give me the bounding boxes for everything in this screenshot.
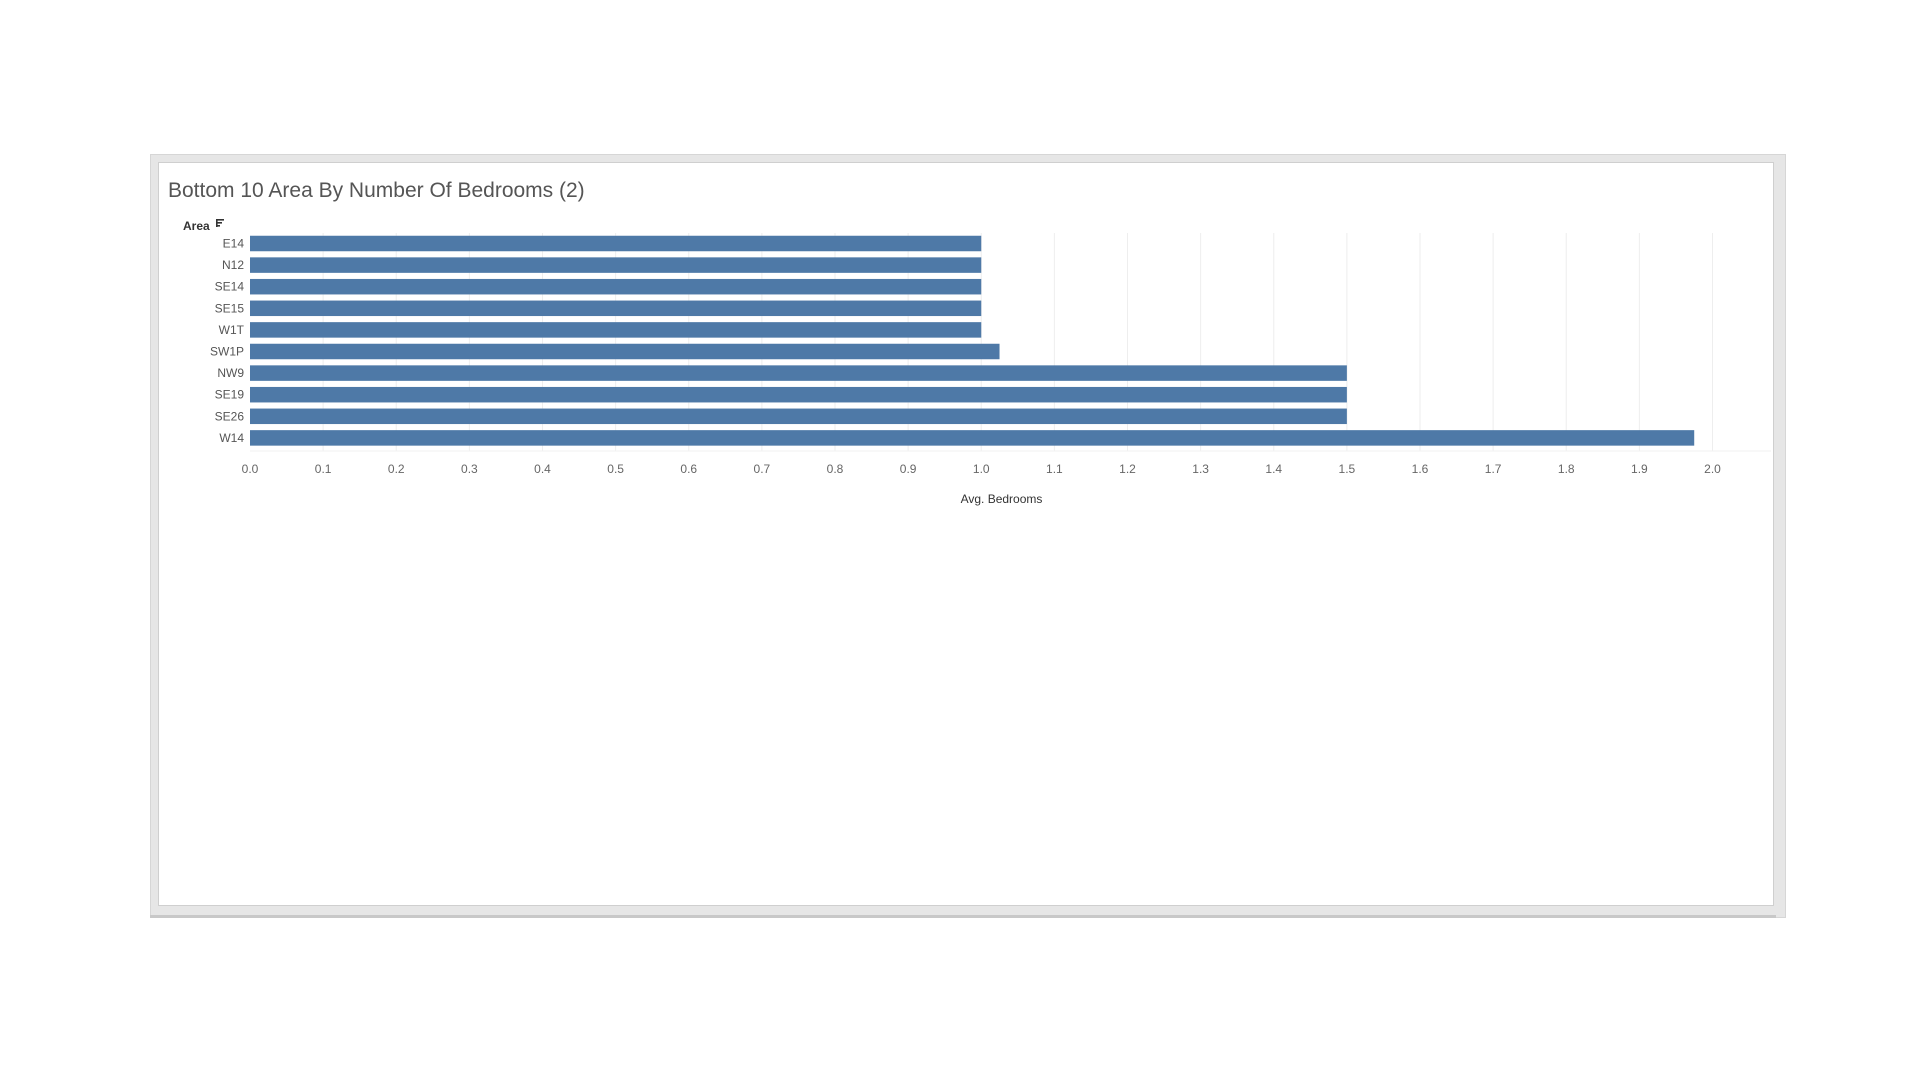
x-tick-label: 0.9 [900,462,917,476]
x-tick-label: 0.5 [607,462,624,476]
category-label: SE15 [215,301,245,315]
category-label: SE19 [215,388,245,402]
x-tick-label: 0.6 [680,462,697,476]
category-label: W1T [219,323,245,337]
bar[interactable] [250,386,1347,403]
x-tick-label: 1.6 [1412,462,1429,476]
category-label: SW1P [210,345,244,359]
x-tick-label: 1.1 [1046,462,1063,476]
x-tick-label: 1.8 [1558,462,1575,476]
x-tick-label: 1.7 [1485,462,1502,476]
bar[interactable] [250,257,982,273]
category-label: SE14 [215,280,245,294]
x-tick-label: 0.2 [388,462,405,476]
bar[interactable] [250,300,982,317]
x-tick-label: 1.4 [1265,462,1282,476]
category-label: W14 [219,431,244,445]
sort-icon-line [216,219,224,221]
bar[interactable] [250,235,982,252]
chart-panel: Bottom 10 Area By Number Of Bedrooms (2)… [158,162,1774,906]
x-axis-label: Avg. Bedrooms [961,492,1043,506]
x-tick-label: 0.0 [242,462,259,476]
category-label: N12 [222,258,244,272]
bar[interactable] [250,343,1000,360]
dashboard-frame-edge [150,915,1776,918]
sort-icon-line [216,222,222,224]
row-header-label: Area [183,219,210,233]
x-tick-label: 0.1 [315,462,332,476]
bar[interactable] [250,430,1695,446]
x-tick-label: 0.3 [461,462,478,476]
x-tick-label: 1.3 [1192,462,1209,476]
x-tick-label: 1.0 [973,462,990,476]
x-tick-label: 0.8 [827,462,844,476]
category-label: E14 [223,237,245,251]
category-label: SE26 [215,409,245,423]
bar[interactable] [250,408,1347,425]
x-tick-label: 0.7 [754,462,771,476]
bar-chart: Area E14 N12 SE14 SE15 W1T SW1P NW9 SE19 SE26 W14 0… [183,219,1771,506]
category-label: NW9 [217,366,244,380]
x-tick-label: 1.5 [1339,462,1356,476]
chart-title: Bottom 10 Area By Number Of Bedrooms (2) [168,179,585,202]
bar[interactable] [250,365,1347,381]
x-tick-label: 1.9 [1631,462,1648,476]
x-tick-label: 0.4 [534,462,551,476]
x-tick-label: 1.2 [1119,462,1136,476]
x-tick-label: 2.0 [1704,462,1721,476]
sort-icon-line [216,225,220,227]
bar[interactable] [250,278,982,295]
bar[interactable] [250,322,982,338]
sort-descending-icon[interactable] [216,219,218,227]
